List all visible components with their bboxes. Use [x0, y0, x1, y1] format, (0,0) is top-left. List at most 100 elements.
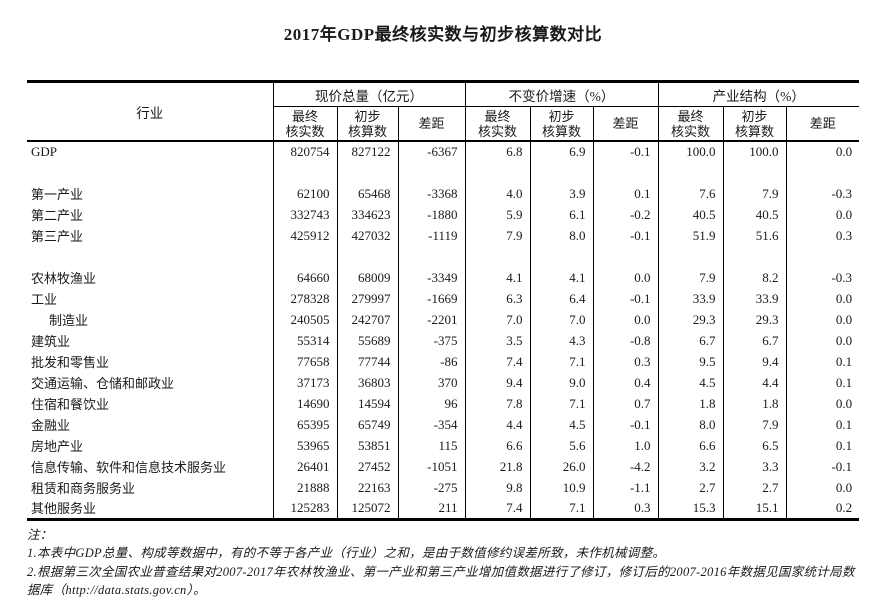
value-cell: 0.3: [785, 225, 860, 246]
value-cell: 77744: [336, 351, 398, 372]
value-cell: 2.7: [722, 477, 787, 498]
subheader-line: 核算数: [347, 123, 387, 139]
subheader-line: 最终: [677, 108, 704, 124]
industry-name-cell: 其他服务业: [31, 501, 97, 517]
value-cell: 7.9: [722, 183, 787, 204]
value-cell: [336, 246, 398, 267]
value-cell: 7.1: [529, 498, 594, 519]
value-cell: -0.3: [785, 267, 860, 288]
value-cell: 0.3: [592, 498, 659, 519]
value-cell: 65468: [336, 183, 398, 204]
value-cell: 2.7: [657, 477, 724, 498]
value-cell: [272, 246, 337, 267]
value-cell: -354: [397, 414, 466, 435]
value-cell: 4.5: [657, 372, 724, 393]
value-cell: 6.5: [722, 435, 787, 456]
value-cell: [529, 246, 594, 267]
value-cell: 0.2: [785, 498, 860, 519]
value-cell: 0.1: [592, 183, 659, 204]
value-cell: 8.0: [529, 225, 594, 246]
subheader-line: 差距: [418, 116, 445, 131]
value-cell: 7.1: [529, 393, 594, 414]
value-cell: 7.0: [464, 309, 531, 330]
value-cell: 0.0: [592, 267, 659, 288]
value-cell: 10.9: [529, 477, 594, 498]
table-body: GDP 820754 827122 -6367 6.8 6.9 -0.1 100.0 100.0…: [27, 141, 860, 519]
industry-name-cell: 批发和零售业: [31, 355, 110, 370]
table-row: 第三产业 425912 427032 -1119 7.9 8.0 -0.1 51.9 51.6 0…: [27, 225, 860, 246]
subheader-initial: 初步 核算数: [722, 106, 787, 142]
group-header-constant-price-growth: 不变价增速（%）: [464, 81, 659, 107]
value-cell: 27452: [336, 456, 398, 477]
industry-name-cell: 住宿和餐饮业: [31, 397, 110, 412]
value-cell: 40.5: [657, 204, 724, 225]
industry-column-header: 行业: [27, 81, 273, 142]
value-cell: [397, 246, 466, 267]
table-row: 第一产业 62100 65468 -3368 4.0 3.9 0.1 7.6 7.9 -0.3: [27, 183, 860, 204]
value-cell: [464, 246, 531, 267]
value-cell: 125072: [336, 498, 398, 519]
value-cell: 7.4: [464, 498, 531, 519]
value-cell: -0.2: [592, 204, 659, 225]
value-cell: 26401: [272, 456, 337, 477]
subheader-line: 核算数: [735, 123, 775, 139]
value-cell: 427032: [336, 225, 398, 246]
value-cell: 0.1: [785, 435, 860, 456]
value-cell: 6.6: [464, 435, 531, 456]
value-cell: -4.2: [592, 456, 659, 477]
value-cell: 6.1: [529, 204, 594, 225]
value-cell: 7.9: [464, 225, 531, 246]
value-cell: 9.4: [722, 351, 787, 372]
subheader-initial: 初步 核算数: [336, 106, 398, 142]
value-cell: 55689: [336, 330, 398, 351]
industry-name-cell: 工业: [31, 292, 58, 307]
value-cell: 9.0: [529, 372, 594, 393]
value-cell: 242707: [336, 309, 398, 330]
value-cell: 4.0: [464, 183, 531, 204]
value-cell: [336, 162, 398, 183]
table-header: 行业 现价总量（亿元） 不变价增速（%） 产业结构（%） 最终 核实数 初步 核算数…: [27, 81, 860, 142]
table-row: 住宿和餐饮业 14690 14594 96 7.8 7.1 0.7 1.8 1.8 0.0: [27, 393, 860, 414]
value-cell: 77658: [272, 351, 337, 372]
value-cell: [592, 246, 659, 267]
footnotes: 注： 1.本表中GDP总量、构成等数据中，有的不等于各产业（行业）之和，是由于数…: [27, 526, 861, 600]
value-cell: 6.3: [464, 288, 531, 309]
value-cell: 279997: [336, 288, 398, 309]
value-cell: 332743: [272, 204, 337, 225]
subheader-line: 初步: [741, 108, 768, 124]
note-label: 注：: [27, 527, 53, 542]
industry-name-cell: 金融业: [31, 418, 71, 433]
value-cell: 0.7: [592, 393, 659, 414]
table-row: 租赁和商务服务业 21888 22163 -275 9.8 10.9 -1.1 2.7 2.7 0…: [27, 477, 860, 498]
value-cell: 0.0: [785, 330, 860, 351]
industry-name-cell: [27, 246, 273, 267]
table-row: 制造业 240505 242707 -2201 7.0 7.0 0.0 29.3 29.3 0.0: [27, 309, 860, 330]
industry-name-cell: 交通运输、仓储和邮政业: [31, 376, 175, 391]
value-cell: 334623: [336, 204, 398, 225]
page-title: 2017年GDP最终核实数与初步核算数对比: [283, 25, 603, 44]
value-cell: 278328: [272, 288, 337, 309]
spacer-row: [27, 162, 860, 183]
value-cell: 51.6: [722, 225, 787, 246]
value-cell: 115: [397, 435, 466, 456]
value-cell: -375: [397, 330, 466, 351]
table-row: 房地产业 53965 53851 115 6.6 5.6 1.0 6.6 6.5 0.1: [27, 435, 860, 456]
value-cell: -1051: [397, 456, 466, 477]
group-header-row: 行业 现价总量（亿元） 不变价增速（%） 产业结构（%）: [27, 81, 860, 142]
value-cell: 36803: [336, 372, 398, 393]
gdp-comparison-table: 行业 现价总量（亿元） 不变价增速（%） 产业结构（%） 最终 核实数 初步 核算数…: [27, 80, 860, 521]
value-cell: [657, 246, 724, 267]
value-cell: -0.1: [592, 225, 659, 246]
table-row: 金融业 65395 65749 -354 4.4 4.5 -0.1 8.0 7.9 0.1: [27, 414, 860, 435]
value-cell: 9.4: [464, 372, 531, 393]
subheader-final: 最终 核实数: [272, 106, 337, 142]
subheader-final: 最终 核实数: [464, 106, 531, 142]
table-row: 建筑业 55314 55689 -375 3.5 4.3 -0.8 6.7 6.7 0.0: [27, 330, 860, 351]
value-cell: 0.1: [785, 372, 860, 393]
value-cell: 37173: [272, 372, 337, 393]
value-cell: -0.1: [785, 456, 860, 477]
value-cell: 7.0: [529, 309, 594, 330]
subheader-initial: 初步 核算数: [529, 106, 594, 142]
value-cell: 0.0: [592, 309, 659, 330]
value-cell: 96: [397, 393, 466, 414]
